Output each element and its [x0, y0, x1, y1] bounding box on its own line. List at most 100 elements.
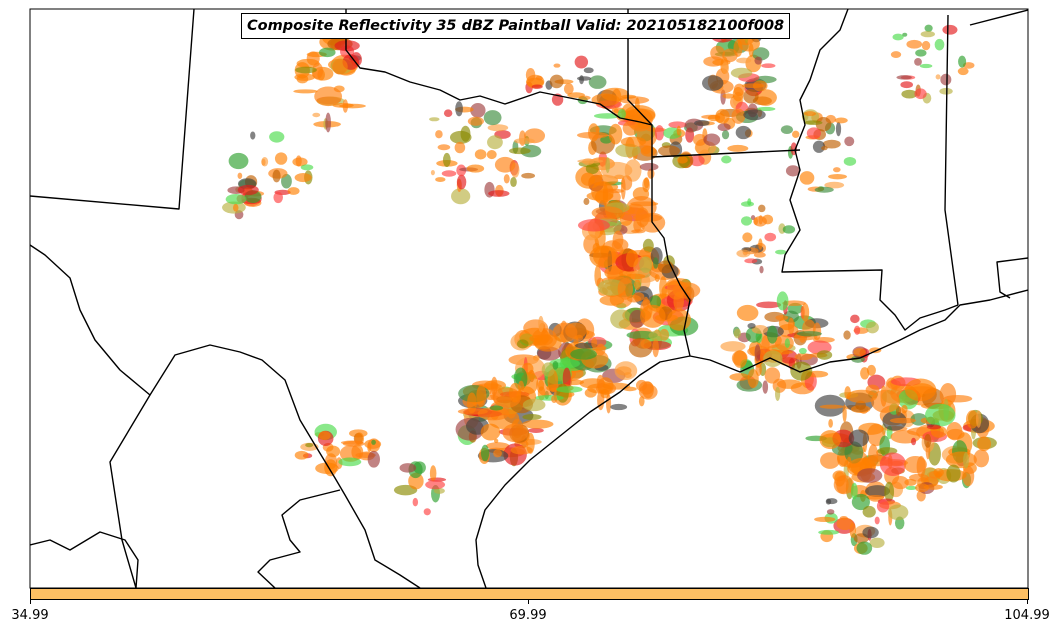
reflectivity-blob [633, 292, 645, 302]
reflectivity-blob [339, 445, 362, 462]
reflectivity-blob [828, 418, 833, 428]
reflectivity-blob [720, 341, 746, 352]
reflectivity-blob [514, 138, 535, 144]
reflectivity-blob [596, 374, 605, 389]
reflectivity-blob [925, 403, 956, 427]
reflectivity-blob [456, 174, 467, 190]
reflectivity-blob [804, 111, 816, 117]
reflectivity-blob [528, 427, 544, 433]
reflectivity-blob [620, 136, 647, 147]
reflectivity-blob [640, 145, 657, 157]
reflectivity-blob [871, 389, 901, 413]
reflectivity-blob [300, 164, 314, 171]
reflectivity-blob [489, 405, 504, 411]
reflectivity-blob [435, 177, 446, 182]
reflectivity-blob [775, 249, 787, 255]
reflectivity-blob [620, 177, 626, 200]
reflectivity-blob [909, 473, 929, 482]
reflectivity-blob [914, 57, 922, 66]
reflectivity-blob [753, 252, 766, 258]
reflectivity-blob [486, 150, 497, 160]
reflectivity-blob [924, 433, 932, 448]
reflectivity-blob [640, 339, 652, 349]
reflectivity-blob [689, 155, 705, 167]
reflectivity-blob [600, 135, 613, 144]
reflectivity-blob [367, 450, 380, 468]
reflectivity-blob [815, 117, 832, 132]
reflectivity-blob [455, 101, 463, 117]
reflectivity-blob [296, 74, 309, 84]
reflectivity-blob [762, 380, 769, 394]
reflectivity-blob [228, 152, 249, 170]
reflectivity-blob [608, 123, 623, 145]
reflectivity-blob [782, 225, 796, 234]
reflectivity-blob [836, 517, 854, 531]
reflectivity-blob [915, 49, 927, 57]
reflectivity-blob [889, 417, 917, 424]
reflectivity-blob [274, 152, 288, 165]
reflectivity-blob [648, 330, 670, 341]
reflectivity-blob [332, 103, 354, 108]
reflectivity-blob [430, 169, 435, 176]
reflectivity-blob [487, 124, 509, 132]
reflectivity-blob [639, 162, 659, 171]
reflectivity-blob [824, 181, 845, 189]
reflectivity-blob [535, 75, 543, 81]
reflectivity-blob [562, 367, 571, 390]
reflectivity-blob [846, 456, 852, 469]
reflectivity-blob [509, 382, 522, 403]
reflectivity-blob [775, 314, 789, 321]
reflectivity-blob [293, 89, 318, 94]
reflectivity-blob [924, 24, 933, 33]
reflectivity-blob [631, 229, 646, 234]
reflectivity-blob [850, 314, 860, 324]
reflectivity-blob [531, 84, 543, 89]
colorbar [30, 588, 1029, 600]
reflectivity-blob [747, 368, 759, 389]
reflectivity-blob [737, 35, 760, 52]
reflectivity-blob [806, 127, 822, 140]
reflectivity-blob [615, 143, 641, 158]
reflectivity-blob [338, 457, 362, 467]
reflectivity-blob [429, 117, 440, 122]
reflectivity-blob [732, 86, 744, 102]
reflectivity-blob [787, 317, 795, 335]
reflectivity-blob [476, 385, 487, 408]
reflectivity-blob [580, 172, 596, 186]
reflectivity-blob [318, 431, 331, 441]
reflectivity-blob [756, 106, 776, 112]
reflectivity-blob [642, 238, 654, 253]
reflectivity-blob [520, 144, 542, 158]
reflectivity-blob [865, 494, 885, 500]
reflectivity-blob [591, 337, 598, 349]
reflectivity-blob [412, 497, 419, 507]
reflectivity-blob [826, 498, 838, 505]
reflectivity-blob [617, 108, 626, 120]
reflectivity-blob [232, 203, 239, 212]
reflectivity-blob [905, 485, 917, 491]
reflectivity-blob [721, 130, 730, 140]
reflectivity-blob [801, 303, 810, 322]
reflectivity-blob [312, 62, 323, 79]
reflectivity-blob [340, 440, 364, 445]
reflectivity-blob [890, 51, 902, 59]
reflectivity-blob [851, 493, 870, 511]
reflectivity-blob [237, 172, 243, 179]
reflectivity-blob [493, 438, 499, 444]
reflectivity-blob [483, 380, 507, 391]
reflectivity-blob [891, 476, 909, 490]
reflectivity-blob [963, 452, 969, 469]
reflectivity-blob [796, 331, 822, 337]
reflectivity-blob [939, 87, 953, 95]
reflectivity-blob [727, 144, 749, 152]
reflectivity-blob [934, 38, 945, 51]
reflectivity-blob [595, 343, 606, 356]
reflectivity-blob [740, 201, 755, 207]
reflectivity-blob [828, 174, 847, 180]
colorbar-tick [528, 599, 529, 604]
reflectivity-blob [638, 395, 645, 407]
reflectivity-blob [962, 465, 975, 487]
reflectivity-blob [325, 112, 332, 133]
reflectivity-blob [521, 172, 536, 179]
reflectivity-blob [819, 404, 844, 409]
